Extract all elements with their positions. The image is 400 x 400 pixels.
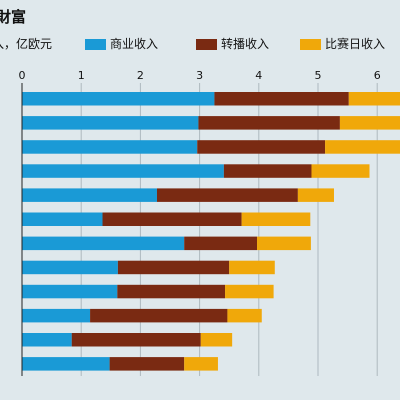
bar-segment xyxy=(22,212,103,226)
bar-segment xyxy=(22,236,185,251)
x-tick-label: 0 xyxy=(19,69,26,82)
bar-segment xyxy=(214,92,349,106)
bar-segment xyxy=(227,308,262,323)
bar-segment xyxy=(102,212,242,226)
x-axis-ticks: 0 1 2 3 4 5 6 xyxy=(19,69,381,82)
bar-segment xyxy=(22,284,118,299)
legend-label: 商业收入 xyxy=(110,36,158,51)
bar-segment xyxy=(229,260,275,275)
legend-swatch xyxy=(300,39,321,50)
bar-segment xyxy=(257,236,311,251)
bar-segment xyxy=(339,116,400,130)
bar-segment xyxy=(22,116,199,130)
legend-swatch xyxy=(196,39,217,50)
bar-segment xyxy=(117,260,230,275)
bar-segment xyxy=(22,260,118,275)
bar-segment xyxy=(198,116,340,130)
chart-title: 財富 xyxy=(0,8,26,26)
legend-label: 转播收入 xyxy=(221,36,269,51)
bar-segment xyxy=(22,308,91,323)
bar-segment xyxy=(184,236,258,251)
bar-segment xyxy=(22,333,72,347)
x-tick-label: 6 xyxy=(374,69,381,82)
bar-segment xyxy=(311,164,370,178)
bar-segment xyxy=(90,308,228,323)
bars xyxy=(22,92,400,371)
bar-segment xyxy=(71,333,201,347)
bar-segment xyxy=(109,357,185,371)
bar-segment xyxy=(22,164,224,178)
x-tick-label: 3 xyxy=(196,69,203,82)
x-tick-label: 2 xyxy=(137,69,144,82)
x-tick-label: 4 xyxy=(255,69,262,82)
legend: 商业收入 转播收入 比赛日收入 xyxy=(85,36,385,51)
x-tick-label: 1 xyxy=(78,69,85,82)
bar-segment xyxy=(117,284,226,299)
bar-segment xyxy=(241,212,311,226)
bar-segment xyxy=(22,92,215,106)
bar-segment xyxy=(22,188,157,202)
gridlines xyxy=(80,83,378,376)
bar-segment xyxy=(156,188,298,202)
legend-label: 比赛日收入 xyxy=(325,36,385,51)
bar-segment xyxy=(348,92,400,106)
chart-subtitle: 入，亿欧元 xyxy=(0,36,52,51)
bar-segment xyxy=(225,284,274,299)
bar-segment xyxy=(22,140,198,154)
bar-segment xyxy=(197,140,326,154)
bar-segment xyxy=(22,357,110,371)
bar-segment xyxy=(223,164,312,178)
bar-segment xyxy=(200,333,233,347)
bar-segment xyxy=(297,188,334,202)
x-tick-label: 5 xyxy=(315,69,322,82)
bar-segment xyxy=(184,357,218,371)
legend-swatch xyxy=(85,39,106,50)
bar-segment xyxy=(325,140,400,154)
